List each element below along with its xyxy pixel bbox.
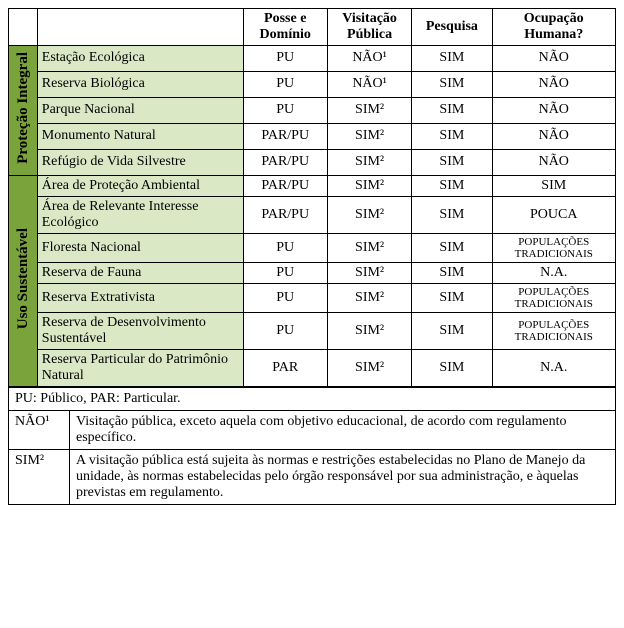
header-blank-2: [37, 9, 243, 46]
posse-cell: PU: [243, 71, 327, 97]
category-cell: Estação Ecológica: [37, 46, 243, 72]
category-cell: Reserva Biológica: [37, 71, 243, 97]
posse-cell: PU: [243, 312, 327, 349]
legend-text: PU: Público, PAR: Particular.: [9, 387, 616, 410]
ocup-cell: NÃO: [492, 123, 616, 149]
ocup-cell: NÃO: [492, 149, 616, 175]
group-header-label: Uso Sustentável: [13, 224, 34, 333]
posse-cell: PU: [243, 283, 327, 312]
table-body: Proteção IntegralEstação EcológicaPUNÃO¹…: [9, 46, 616, 387]
pesq-cell: SIM: [412, 149, 492, 175]
header-pesquisa: Pesquisa: [412, 9, 492, 46]
visita-cell: SIM²: [327, 149, 411, 175]
ocup-cell: N.A.: [492, 262, 616, 283]
category-cell: Floresta Nacional: [37, 233, 243, 262]
posse-cell: PU: [243, 233, 327, 262]
table-row: Parque NacionalPUSIM²SIMNÃO: [9, 97, 616, 123]
table-row: Reserva ExtrativistaPUSIM²SIMPOPULAÇÕES …: [9, 283, 616, 312]
pesq-cell: SIM: [412, 196, 492, 233]
posse-cell: PAR/PU: [243, 123, 327, 149]
posse-cell: PAR/PU: [243, 149, 327, 175]
ocup-cell: SIM: [492, 175, 616, 196]
category-cell: Área de Relevante Interesse Ecológico: [37, 196, 243, 233]
pesq-cell: SIM: [412, 175, 492, 196]
table-row: Reserva Particular do Patrimônio Natural…: [9, 349, 616, 386]
visita-cell: SIM²: [327, 349, 411, 386]
pesq-cell: SIM: [412, 283, 492, 312]
visita-cell: SIM²: [327, 312, 411, 349]
category-cell: Refúgio de Vida Silvestre: [37, 149, 243, 175]
classification-table: Posse e Domínio Visitação Pública Pesqui…: [8, 8, 616, 387]
visita-cell: SIM²: [327, 233, 411, 262]
ocup-cell: POUCA: [492, 196, 616, 233]
posse-cell: PU: [243, 262, 327, 283]
posse-cell: PAR: [243, 349, 327, 386]
header-ocupacao: Ocupação Humana?: [492, 9, 616, 46]
ocup-cell: POPULAÇÕES TRADICIONAIS: [492, 233, 616, 262]
pesq-cell: SIM: [412, 123, 492, 149]
visita-cell: SIM²: [327, 196, 411, 233]
posse-cell: PAR/PU: [243, 175, 327, 196]
visita-cell: SIM²: [327, 283, 411, 312]
table-row: Proteção IntegralEstação EcológicaPUNÃO¹…: [9, 46, 616, 72]
ocup-cell: NÃO: [492, 46, 616, 72]
pesq-cell: SIM: [412, 349, 492, 386]
group-header: Proteção Integral: [9, 46, 38, 176]
note-sim-label: SIM²: [9, 449, 70, 504]
header-visita: Visitação Pública: [327, 9, 411, 46]
note-nao-text: Visitação pública, exceto aquela com obj…: [70, 410, 616, 449]
ocup-cell: POPULAÇÕES TRADICIONAIS: [492, 283, 616, 312]
table-row: Reserva de Desenvolvimento SustentávelPU…: [9, 312, 616, 349]
ocup-cell: NÃO: [492, 97, 616, 123]
visita-cell: SIM²: [327, 175, 411, 196]
ocup-cell: NÃO: [492, 71, 616, 97]
header-posse: Posse e Domínio: [243, 9, 327, 46]
category-cell: Reserva Particular do Patrimônio Natural: [37, 349, 243, 386]
table-header: Posse e Domínio Visitação Pública Pesqui…: [9, 9, 616, 46]
posse-cell: PU: [243, 97, 327, 123]
posse-cell: PAR/PU: [243, 196, 327, 233]
category-cell: Área de Proteção Ambiental: [37, 175, 243, 196]
table-row: Reserva BiológicaPUNÃO¹SIMNÃO: [9, 71, 616, 97]
category-cell: Reserva de Fauna: [37, 262, 243, 283]
header-blank-1: [9, 9, 38, 46]
pesq-cell: SIM: [412, 312, 492, 349]
pesq-cell: SIM: [412, 71, 492, 97]
group-header: Uso Sustentável: [9, 175, 38, 386]
posse-cell: PU: [243, 46, 327, 72]
visita-cell: SIM²: [327, 97, 411, 123]
pesq-cell: SIM: [412, 262, 492, 283]
pesq-cell: SIM: [412, 233, 492, 262]
table-row: Floresta NacionalPUSIM²SIMPOPULAÇÕES TRA…: [9, 233, 616, 262]
category-cell: Monumento Natural: [37, 123, 243, 149]
table-row: Uso SustentávelÁrea de Proteção Ambienta…: [9, 175, 616, 196]
table-row: Reserva de FaunaPUSIM²SIMN.A.: [9, 262, 616, 283]
visita-cell: NÃO¹: [327, 71, 411, 97]
category-cell: Parque Nacional: [37, 97, 243, 123]
category-cell: Reserva Extrativista: [37, 283, 243, 312]
visita-cell: SIM²: [327, 123, 411, 149]
visita-cell: SIM²: [327, 262, 411, 283]
ocup-cell: N.A.: [492, 349, 616, 386]
pesq-cell: SIM: [412, 97, 492, 123]
visita-cell: NÃO¹: [327, 46, 411, 72]
notes-table: PU: Público, PAR: Particular. NÃO¹ Visit…: [8, 387, 616, 505]
ocup-cell: POPULAÇÕES TRADICIONAIS: [492, 312, 616, 349]
table-row: Área de Relevante Interesse EcológicoPAR…: [9, 196, 616, 233]
category-cell: Reserva de Desenvolvimento Sustentável: [37, 312, 243, 349]
note-nao-label: NÃO¹: [9, 410, 70, 449]
table-row: Refúgio de Vida SilvestrePAR/PUSIM²SIMNÃ…: [9, 149, 616, 175]
table-row: Monumento NaturalPAR/PUSIM²SIMNÃO: [9, 123, 616, 149]
note-sim-text: A visitação pública está sujeita às norm…: [70, 449, 616, 504]
pesq-cell: SIM: [412, 46, 492, 72]
group-header-label: Proteção Integral: [13, 48, 34, 168]
